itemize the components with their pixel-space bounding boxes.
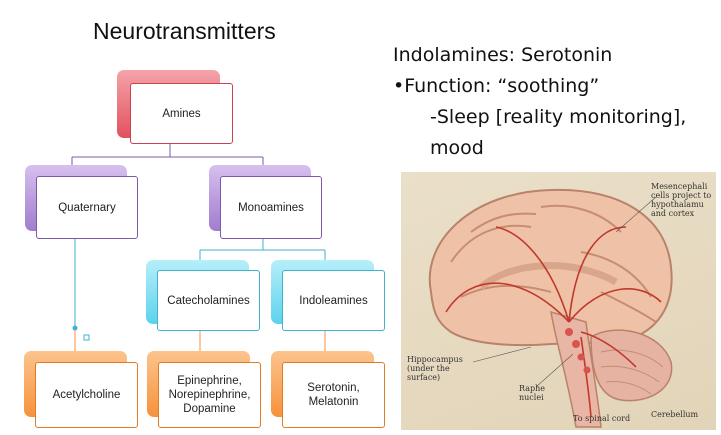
label-raphe-nuclei: Raphe nuclei	[519, 384, 545, 402]
indoleamines-node[interactable]: Indoleamines	[282, 270, 385, 331]
amines-node[interactable]: Amines	[130, 83, 233, 144]
monoamines-node[interactable]: Monoamines	[220, 176, 322, 239]
quaternary-node[interactable]: Quaternary	[36, 176, 138, 239]
catecholamines-node[interactable]: Catecholamines	[157, 270, 260, 331]
acetylcholine-node[interactable]: Acetylcholine	[35, 362, 138, 428]
connector-handle[interactable]	[72, 325, 78, 331]
label-cerebellum: Cerebellum	[651, 410, 699, 419]
catechol-examples-node[interactable]: Epinephrine, Norepinephrine, Dopamine	[158, 362, 261, 428]
bullet-sub-sleep: -Sleep [reality monitoring],	[430, 106, 687, 128]
bullet-sub-mood: mood	[430, 137, 484, 159]
label-hippocampus: Hippocampus (under the surface)	[407, 355, 463, 382]
brain-illustration	[428, 188, 673, 428]
bullet-heading: Indolamines: Serotonin	[393, 44, 613, 66]
bullet-function: •Function: “soothing”	[393, 75, 600, 97]
connector-handle-square[interactable]	[83, 334, 90, 341]
brain-serotonin-pathway-image: Mesencephali cells project to hypothalam…	[401, 172, 716, 430]
label-mesencephalic: Mesencephali cells project to hypothalam…	[651, 182, 712, 218]
slide-title: Neurotransmitters	[93, 18, 276, 44]
indole-examples-node[interactable]: Serotonin, Melatonin	[282, 362, 385, 428]
label-spinal-cord: To spinal cord	[573, 414, 631, 423]
